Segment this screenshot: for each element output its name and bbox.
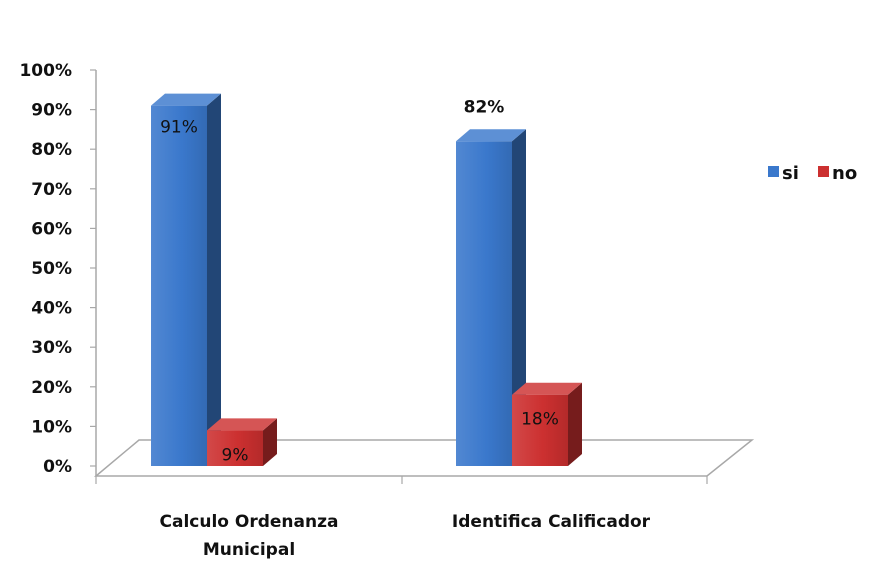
y-tick-label: 0% [43, 457, 72, 477]
bar-top [151, 93, 221, 106]
bar-top [512, 382, 582, 395]
bar-no-1 [207, 430, 263, 466]
legend-swatch-no [818, 166, 829, 177]
y-tick-label: 20% [31, 378, 72, 398]
y-tick-label: 80% [31, 140, 72, 160]
data-label: 9% [222, 445, 249, 465]
y-tick-label: 60% [31, 219, 72, 239]
y-tick-label: 10% [31, 417, 72, 437]
y-tick-label: 100% [19, 61, 72, 81]
bar-side [263, 418, 277, 466]
y-tick-label: 50% [31, 259, 72, 279]
x-tick-label: Calculo Ordenanza [160, 512, 339, 532]
y-tick-label: 40% [31, 299, 72, 319]
y-tick-label: 30% [31, 338, 72, 358]
data-label: 82% [464, 97, 505, 117]
x-tick-label: Identifica Calificador [452, 512, 651, 532]
bar-side [207, 93, 221, 466]
chart-axes: 0% 10% 20% 30% 40% 50% 60% 70% 80% 90% 100% [19, 61, 755, 484]
legend-swatch-si [768, 166, 779, 177]
bar-side [568, 382, 582, 466]
bar-si-2 [456, 141, 512, 466]
bar-side [512, 129, 526, 466]
bar-no-2 [512, 394, 568, 466]
chart-legend: si no [768, 163, 857, 184]
legend-label-no: no [832, 163, 857, 184]
y-tick-label: 70% [31, 180, 72, 200]
bar-top [456, 129, 526, 142]
chart-labels: Calculo Ordenanza Municipal Identifica Cal… [160, 97, 651, 560]
legend-label-si: si [782, 163, 799, 184]
bar-si-1 [151, 105, 207, 466]
data-label: 91% [160, 118, 198, 138]
bar-top [207, 418, 277, 431]
y-tick-label: 90% [31, 101, 72, 121]
x-tick-label: Municipal [203, 540, 295, 560]
chart-bars [151, 93, 582, 466]
data-label: 18% [521, 410, 559, 430]
